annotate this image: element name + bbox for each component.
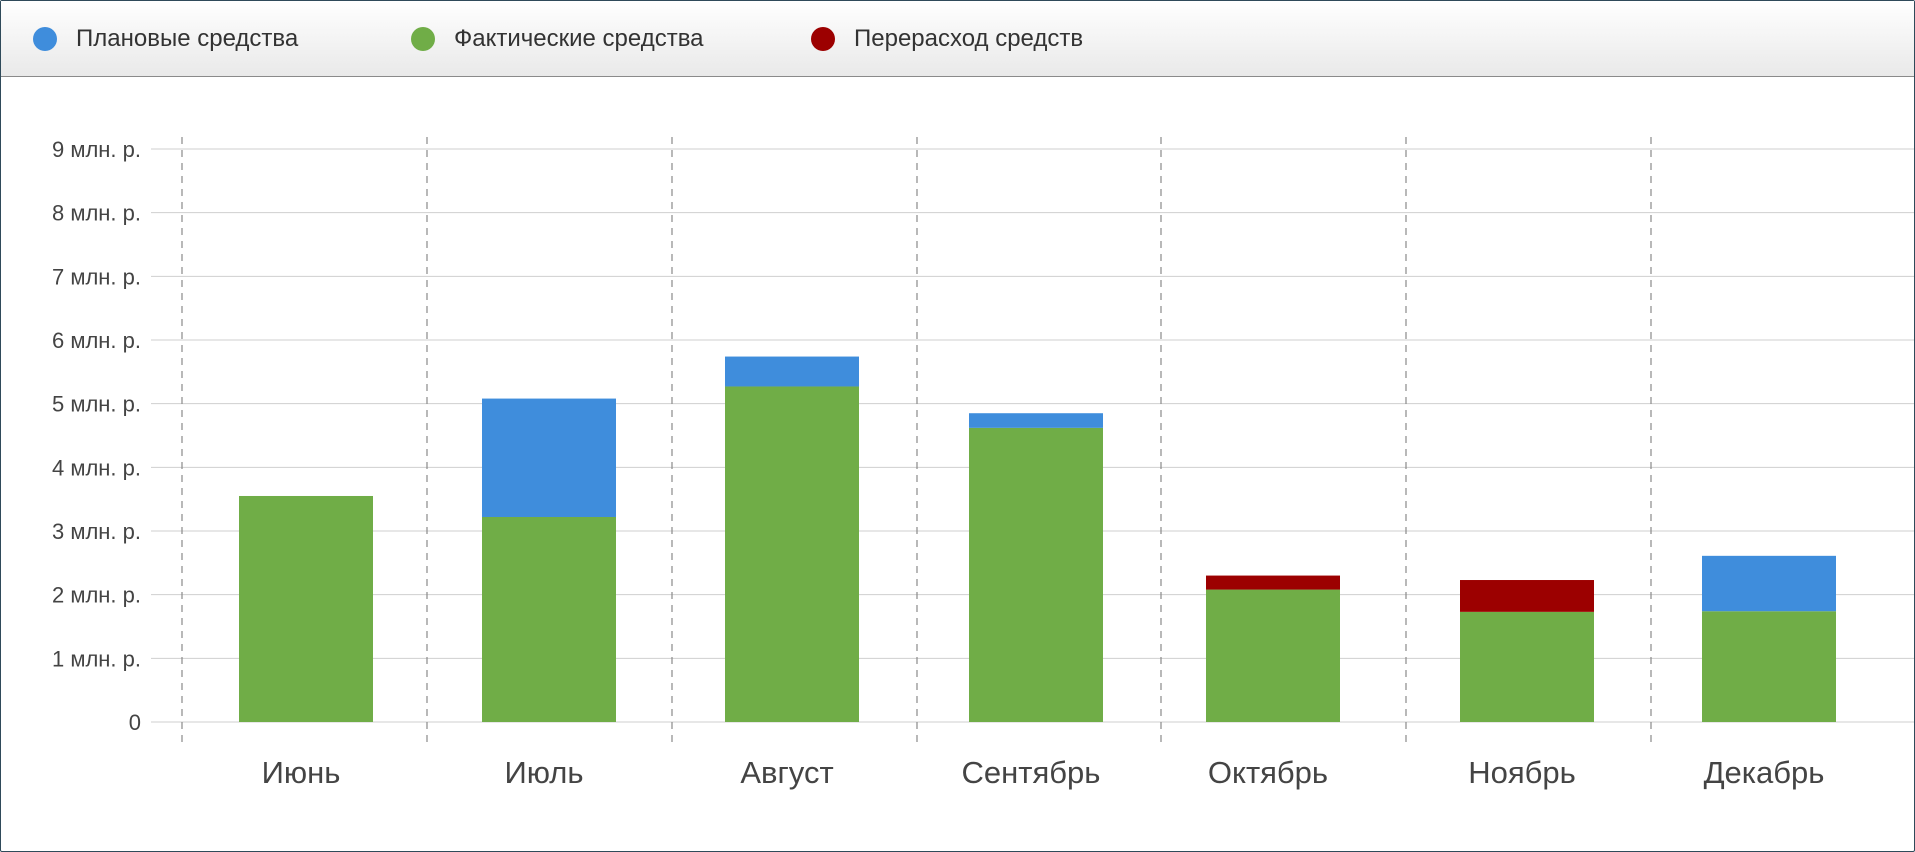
bar-segment — [725, 386, 859, 722]
bar-segment — [1460, 580, 1594, 612]
bar-segment — [482, 398, 616, 517]
legend-item-planned: Плановые средства — [33, 1, 298, 76]
y-tick-label: 5 млн. р. — [52, 392, 141, 417]
legend-item-actual: Фактические средства — [411, 1, 704, 76]
y-tick-label: 0 — [129, 710, 141, 735]
legend-swatch-planned — [33, 26, 57, 51]
y-tick-label: 4 млн. р. — [52, 455, 141, 480]
x-tick-label: Август — [740, 755, 833, 790]
legend-swatch-actual — [411, 26, 435, 51]
x-tick-label: Июнь — [262, 755, 341, 790]
bar-segment — [725, 356, 859, 387]
legend-item-overrun: Перерасход средств — [811, 1, 1083, 76]
bar-segment — [1206, 575, 1340, 590]
x-tick-label: Июль — [504, 755, 583, 790]
x-tick-label: Ноябрь — [1468, 755, 1576, 790]
bar-segment — [969, 427, 1103, 722]
y-tick-label: 2 млн. р. — [52, 583, 141, 608]
y-tick-label: 8 млн. р. — [52, 201, 141, 226]
bar-chart: 0 1 млн. р. 2 млн. р. 3 млн. р. 4 млн. р. 5 м… — [52, 137, 1914, 790]
y-tick-label: 6 млн. р. — [52, 328, 141, 353]
x-tick-label: Декабрь — [1704, 755, 1825, 790]
x-tick-label: Октябрь — [1208, 755, 1328, 790]
legend: Плановые средства Фактические средства П… — [1, 1, 1914, 77]
y-tick-label: 9 млн. р. — [52, 137, 141, 162]
legend-swatch-overrun — [811, 26, 835, 51]
x-tick-label: Сентябрь — [962, 755, 1101, 790]
bar-segment — [482, 516, 616, 722]
bar-segment — [969, 413, 1103, 428]
bar-segment — [1702, 611, 1836, 722]
legend-label-overrun: Перерасход средств — [854, 24, 1084, 52]
legend-label-planned: Плановые средства — [76, 24, 299, 52]
y-tick-label: 3 млн. р. — [52, 519, 141, 544]
bar-segment — [239, 495, 373, 722]
legend-label-actual: Фактические средства — [454, 24, 704, 52]
y-tick-label: 7 млн. р. — [52, 264, 141, 289]
bar-segment — [1460, 611, 1594, 722]
y-tick-label: 1 млн. р. — [52, 646, 141, 671]
bar-segment — [1206, 589, 1340, 722]
bar-segment — [1702, 555, 1836, 612]
